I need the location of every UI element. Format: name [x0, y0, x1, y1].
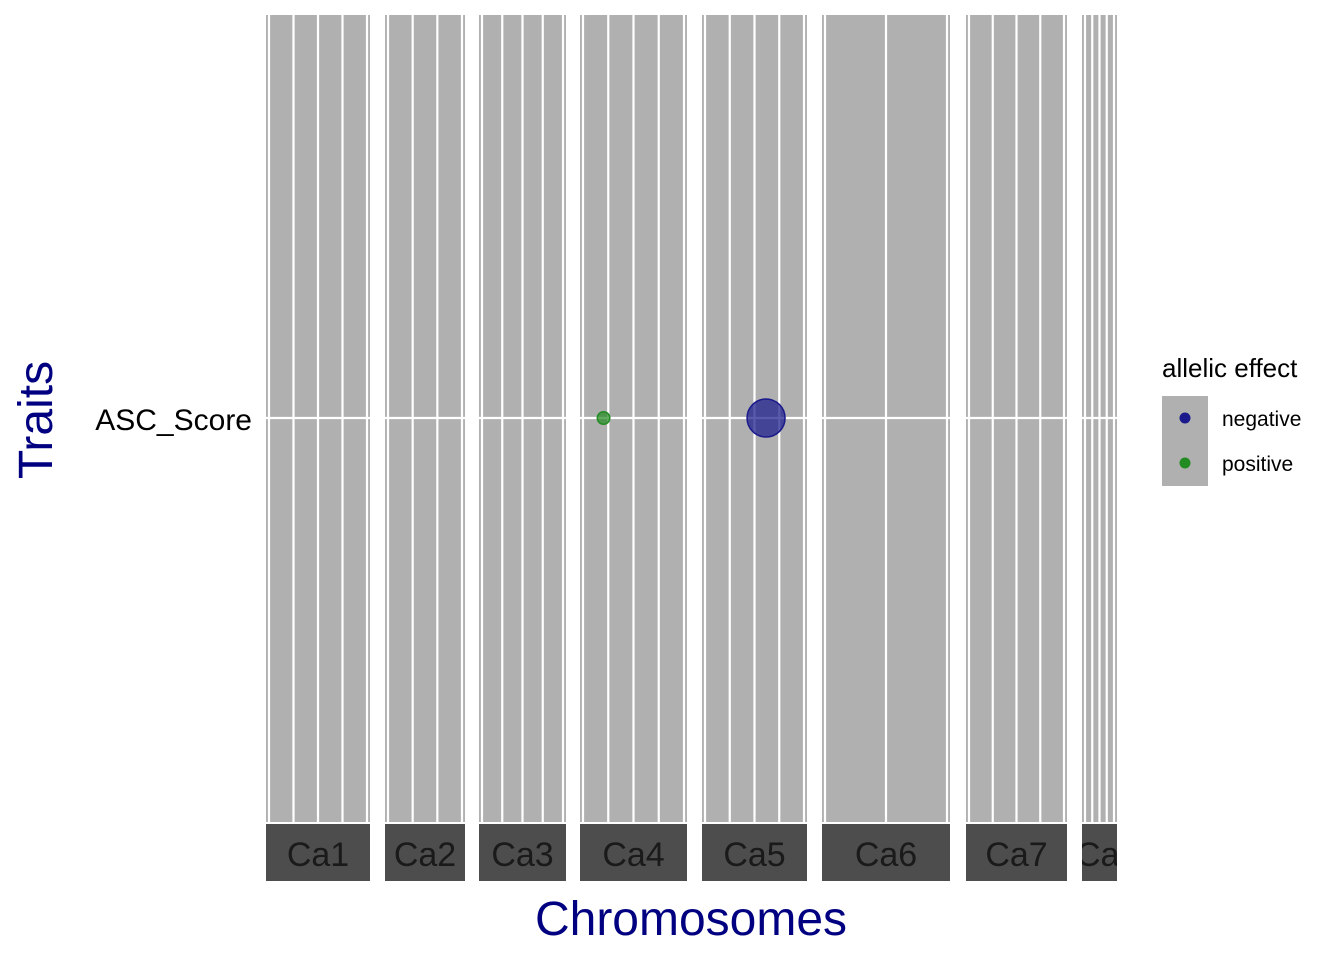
- facet-strip-Ca8: Ca8: [1076, 824, 1138, 881]
- strip-label: Ca4: [602, 836, 664, 874]
- strip-label: Ca3: [491, 836, 553, 874]
- legend-label-negative: negative: [1222, 408, 1301, 431]
- facet-strip-Ca6: Ca6: [822, 824, 950, 881]
- legend-key-positive: [1179, 457, 1191, 469]
- facet-strip-Ca1: Ca1: [266, 824, 370, 881]
- point-Ca5-negative: [746, 398, 786, 438]
- facet-strip-Ca4: Ca4: [580, 824, 687, 881]
- facet-strips: Ca1 Ca2 Ca3 Ca4 Ca5 Ca6 Ca7 Ca8: [266, 824, 1138, 881]
- legend-label-positive: positive: [1222, 453, 1293, 476]
- strip-label: Ca2: [394, 836, 456, 874]
- strip-label: Ca5: [723, 836, 785, 874]
- strip-label: Ca7: [985, 836, 1047, 874]
- facet-strip-Ca7: Ca7: [966, 824, 1067, 881]
- legend: allelic effect negative positive: [1162, 353, 1301, 486]
- strip-background: [702, 824, 807, 881]
- strip-background: [385, 824, 465, 881]
- legend-key-negative: [1179, 412, 1191, 424]
- facet-strip-Ca5: Ca5: [702, 824, 807, 881]
- legend-title: allelic effect: [1162, 353, 1298, 383]
- strip-label: Ca6: [855, 836, 917, 874]
- strip-background: [580, 824, 687, 881]
- facet-strip-Ca3: Ca3: [479, 824, 566, 881]
- strip-label: Ca8: [1076, 836, 1138, 874]
- strip-background: [479, 824, 566, 881]
- y-axis-title: Traits: [10, 361, 63, 479]
- legend-key-background: [1162, 396, 1208, 486]
- point-Ca4-positive: [596, 411, 611, 425]
- data-points: [596, 398, 786, 438]
- strip-background: [266, 824, 370, 881]
- y-tick-label: ASC_Score: [95, 404, 252, 437]
- strip-label: Ca1: [287, 836, 349, 874]
- strip-background: [1082, 824, 1117, 881]
- strip-background: [822, 824, 950, 881]
- strip-background: [966, 824, 1067, 881]
- facet-strip-Ca2: Ca2: [385, 824, 465, 881]
- x-axis-title: Chromosomes: [535, 893, 847, 946]
